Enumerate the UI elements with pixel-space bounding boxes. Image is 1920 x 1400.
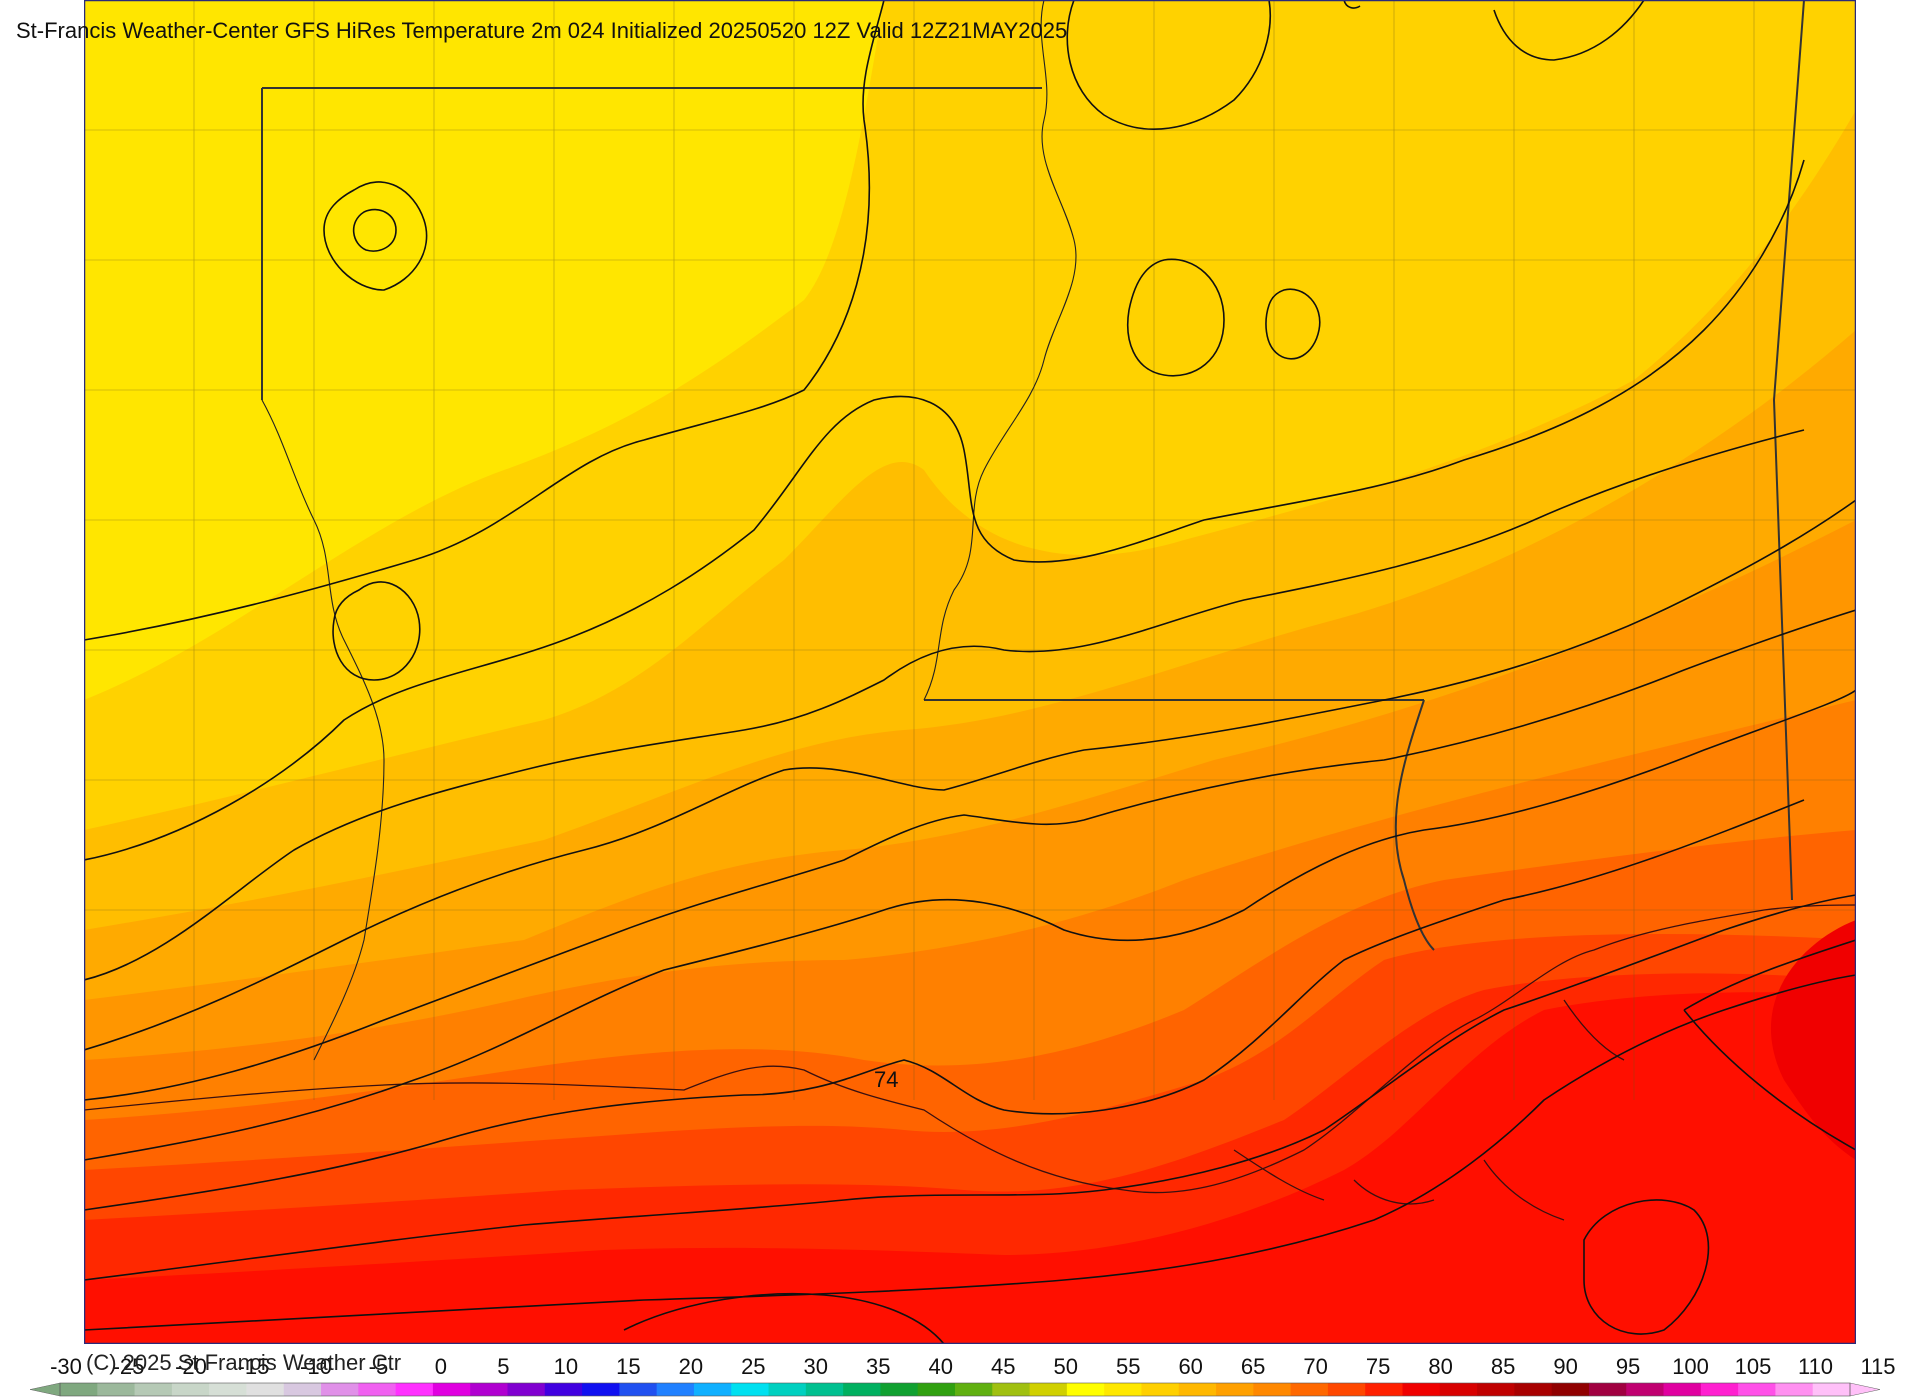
colorbar-swatch bbox=[1738, 1383, 1776, 1396]
colorbar-tick-label: 60 bbox=[1178, 1355, 1202, 1379]
colorbar-swatch bbox=[60, 1383, 98, 1396]
colorbar-tick-label: 30 bbox=[804, 1355, 828, 1379]
colorbar-swatch bbox=[656, 1383, 695, 1396]
colorbar-tick-label: 15 bbox=[616, 1355, 640, 1379]
colorbar-swatch bbox=[1104, 1383, 1142, 1396]
colorbar-swatch bbox=[1477, 1383, 1515, 1396]
colorbar-swatch bbox=[731, 1383, 769, 1396]
colorbar-tick-label: 100 bbox=[1672, 1355, 1709, 1379]
colorbar-tick-label: 0 bbox=[435, 1355, 447, 1379]
colorbar-tick-label: -15 bbox=[238, 1355, 270, 1379]
colorbar-tick-label: 110 bbox=[1798, 1355, 1833, 1379]
colorbar-swatch bbox=[582, 1383, 620, 1396]
colorbar-swatch bbox=[955, 1383, 993, 1396]
colorbar-swatch bbox=[917, 1383, 956, 1396]
colorbar-tick-labels: -30 -25 -20 -15 -10 -5 0 5 10 15 20 25 30 35 40 45 50 55 6… bbox=[50, 1355, 1895, 1379]
colorbar-swatch bbox=[321, 1383, 359, 1396]
colorbar-swatch bbox=[246, 1383, 285, 1396]
colorbar-tick-label: 25 bbox=[741, 1355, 765, 1379]
colorbar-swatch bbox=[1327, 1383, 1366, 1396]
colorbar-swatch bbox=[992, 1383, 1030, 1396]
colorbar-swatch bbox=[1775, 1383, 1814, 1396]
colorbar-tick-label: -25 bbox=[113, 1355, 145, 1379]
colorbar-swatch bbox=[1514, 1383, 1553, 1396]
colorbar-tick-label: -10 bbox=[300, 1355, 332, 1379]
colorbar-swatch bbox=[768, 1383, 807, 1396]
colorbar-tick-label: 45 bbox=[991, 1355, 1015, 1379]
colorbar-swatch bbox=[134, 1383, 173, 1396]
copyright-notice: (C) 2025 St Francis Weather Ctr bbox=[86, 1350, 402, 1375]
colorbar-tick-label: 50 bbox=[1053, 1355, 1077, 1379]
colorbar-swatch bbox=[209, 1383, 247, 1396]
colorbar-swatch bbox=[1700, 1383, 1739, 1396]
colorbar-swatch bbox=[171, 1383, 210, 1396]
colorbar-outline bbox=[59, 1382, 1851, 1397]
contour-label: 74 bbox=[874, 1067, 898, 1092]
colorbar-tick-label: 70 bbox=[1303, 1355, 1327, 1379]
coastline bbox=[84, 904, 1856, 1221]
colorbar-tick-label: 35 bbox=[866, 1355, 890, 1379]
state-borders bbox=[261, 0, 1805, 951]
colorbar-swatch bbox=[805, 1383, 844, 1396]
colorbar-swatch bbox=[432, 1383, 471, 1396]
colorbar-swatch bbox=[544, 1383, 583, 1396]
county-borders bbox=[84, 0, 1856, 1100]
colorbar-tick-label: 95 bbox=[1616, 1355, 1640, 1379]
colorbar-swatch bbox=[1812, 1383, 1851, 1396]
map-title: St-Francis Weather-Center GFS HiRes Temp… bbox=[16, 18, 1068, 43]
temperature-colorbar: -30 -25 -20 -15 -10 -5 0 5 10 15 20 25 30 35 40 45 50 55 6… bbox=[29, 1355, 1896, 1397]
colorbar-tick-label: 65 bbox=[1241, 1355, 1265, 1379]
colorbar-swatch bbox=[470, 1383, 508, 1396]
colorbar-swatch bbox=[507, 1383, 546, 1396]
colorbar-swatch bbox=[1365, 1383, 1403, 1396]
colorbar-tick-label: 115 bbox=[1860, 1355, 1895, 1379]
colorbar-swatch bbox=[1626, 1383, 1664, 1396]
colorbar-tick-label: 90 bbox=[1553, 1355, 1577, 1379]
colorbar-swatch bbox=[283, 1383, 322, 1396]
colorbar-swatch bbox=[395, 1383, 434, 1396]
colorbar-swatch bbox=[880, 1383, 919, 1396]
colorbar-tick-label: -30 bbox=[50, 1355, 82, 1379]
colorbar-tick-label: 10 bbox=[554, 1355, 578, 1379]
colorbar-swatches bbox=[29, 1382, 1881, 1397]
colorbar-swatch bbox=[1588, 1383, 1627, 1396]
temperature-band bbox=[1770, 920, 1856, 1160]
colorbar-tick-label: 40 bbox=[929, 1355, 953, 1379]
colorbar-max-arrow bbox=[1849, 1382, 1881, 1397]
colorbar-swatch bbox=[619, 1383, 658, 1396]
colorbar-swatch bbox=[358, 1383, 397, 1396]
colorbar-tick-label: 75 bbox=[1366, 1355, 1390, 1379]
rivers bbox=[261, 0, 1077, 1061]
colorbar-swatch bbox=[1439, 1383, 1478, 1396]
isotherm-contours bbox=[84, 0, 1856, 1344]
colorbar-min-arrow bbox=[29, 1382, 61, 1397]
colorbar-swatch bbox=[1290, 1383, 1329, 1396]
colorbar-swatch bbox=[843, 1383, 881, 1396]
colorbar-tick-label: -5 bbox=[369, 1355, 389, 1379]
colorbar-swatch bbox=[1141, 1383, 1180, 1396]
colorbar-tick-label: 85 bbox=[1491, 1355, 1515, 1379]
colorbar-swatch bbox=[1029, 1383, 1068, 1396]
colorbar-swatch bbox=[1216, 1383, 1254, 1396]
colorbar-swatch bbox=[97, 1383, 135, 1396]
temperature-band bbox=[84, 992, 1856, 1344]
colorbar-swatch bbox=[1663, 1383, 1702, 1396]
colorbar-swatch bbox=[1253, 1383, 1292, 1396]
colorbar-tick-label: 20 bbox=[679, 1355, 703, 1379]
colorbar-swatch bbox=[1178, 1383, 1217, 1396]
colorbar-tick-label: 55 bbox=[1116, 1355, 1140, 1379]
colorbar-swatch bbox=[693, 1383, 732, 1396]
colorbar-swatch bbox=[1066, 1383, 1105, 1396]
colorbar-tick-label: -20 bbox=[175, 1355, 207, 1379]
colorbar-tick-label: 80 bbox=[1428, 1355, 1452, 1379]
colorbar-tick-label: 5 bbox=[497, 1355, 509, 1379]
colorbar-swatch bbox=[1402, 1383, 1441, 1396]
temperature-map: 74 bbox=[84, 0, 1856, 1344]
colorbar-tick-label: 105 bbox=[1735, 1355, 1772, 1379]
colorbar-swatch bbox=[1551, 1383, 1590, 1396]
